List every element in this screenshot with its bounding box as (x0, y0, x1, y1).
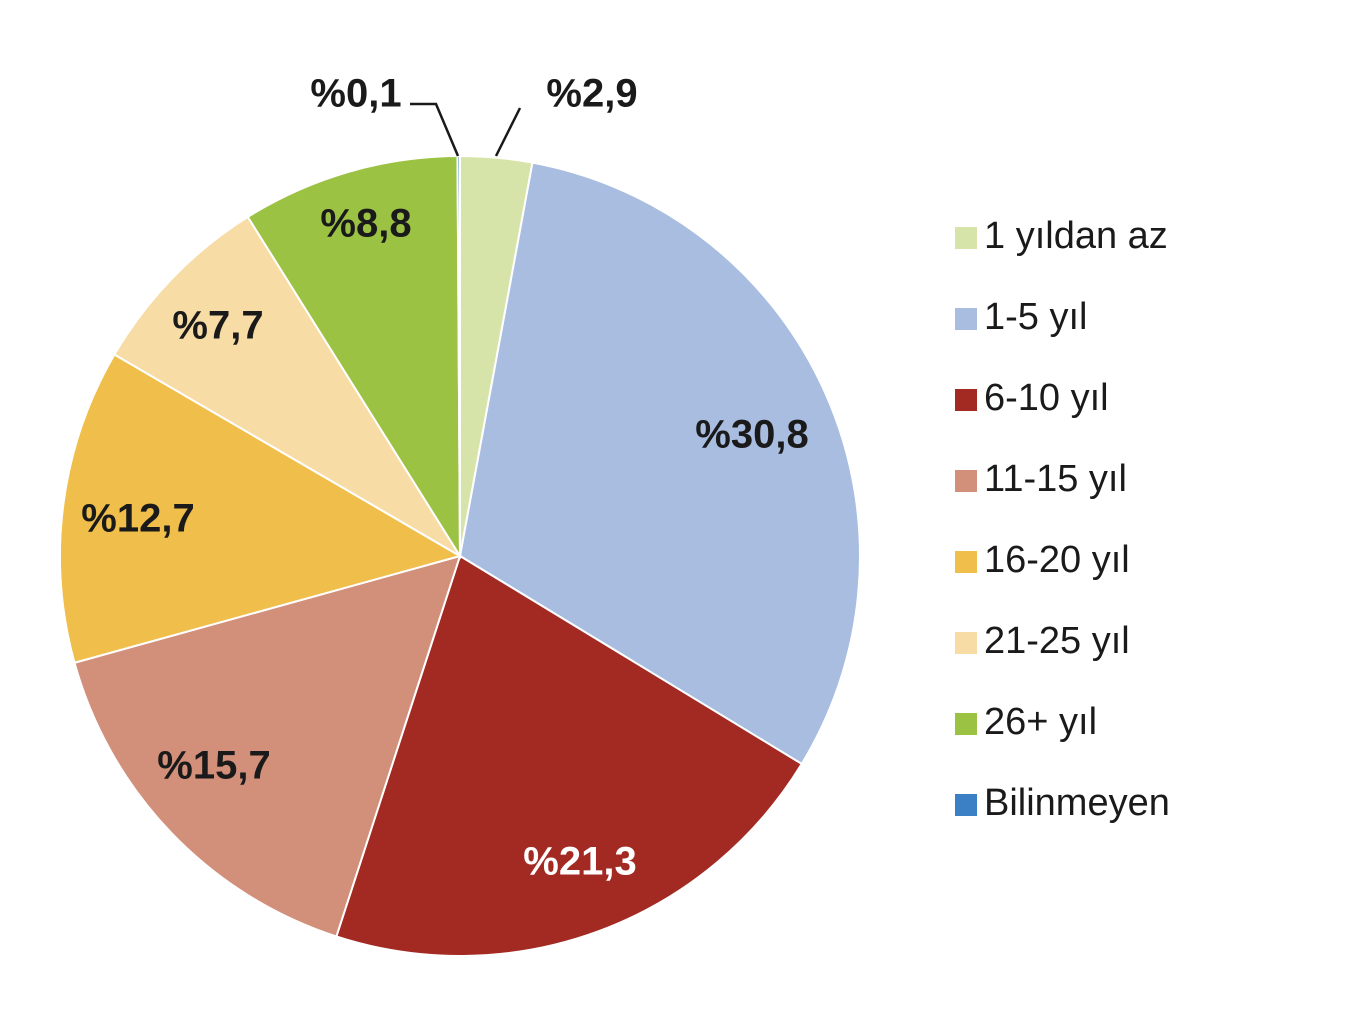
legend-label-0: 1 yıldan az (984, 215, 1168, 257)
pie-slice-3 (73, 554, 462, 938)
slice-label-6: %8,8 (320, 202, 411, 246)
slice-label-4: %12,7 (81, 497, 194, 541)
slice-label-7: %0,1 (310, 72, 401, 116)
slice-label-5: %7,7 (172, 304, 263, 348)
legend-swatch-7 (955, 794, 977, 816)
legend: 1 yıldan az 1-5 yıl 6-10 yıl 11-15 yıl 16-20… (955, 215, 1170, 824)
slice-label-3: %15,7 (157, 744, 270, 788)
legend-swatch-5 (955, 632, 977, 654)
leader-line-0 (494, 107, 522, 157)
pie-slice-5 (113, 215, 461, 557)
legend-swatch-2 (955, 389, 977, 411)
legend-label-7: Bilinmeyen (984, 782, 1170, 824)
slice-label-0: %2,9 (546, 72, 637, 116)
pie-slice-4 (59, 353, 463, 664)
legend-label-3: 11-15 yıl (984, 458, 1127, 500)
legend-swatch-3 (955, 470, 977, 492)
slice-label-1: %30,8 (695, 413, 808, 457)
legend-swatch-1 (955, 308, 977, 330)
legend-label-4: 16-20 yıl (984, 539, 1130, 581)
legend-label-1: 1-5 yıl (984, 296, 1087, 338)
pie-slice-6 (246, 155, 462, 560)
legend-swatch-6 (955, 713, 977, 735)
legend-label-5: 21-25 yıl (984, 620, 1130, 662)
leader-line-7 (410, 102, 460, 157)
leader-lines (410, 102, 522, 157)
slice-label-2: %21,3 (523, 840, 636, 884)
pie-slices (59, 154, 861, 957)
legend-swatch-0 (955, 227, 977, 249)
legend-label-2: 6-10 yıl (984, 377, 1109, 419)
legend-swatch-4 (955, 551, 977, 573)
pie-slice-2 (335, 554, 804, 957)
pie-slice-1 (458, 161, 861, 766)
slice-labels: %2,9 %30,8 %21,3 %15,7 %12,7 %7,7 %8,8 %0,1 (81, 72, 808, 884)
legend-label-6: 26+ yıl (984, 701, 1097, 743)
